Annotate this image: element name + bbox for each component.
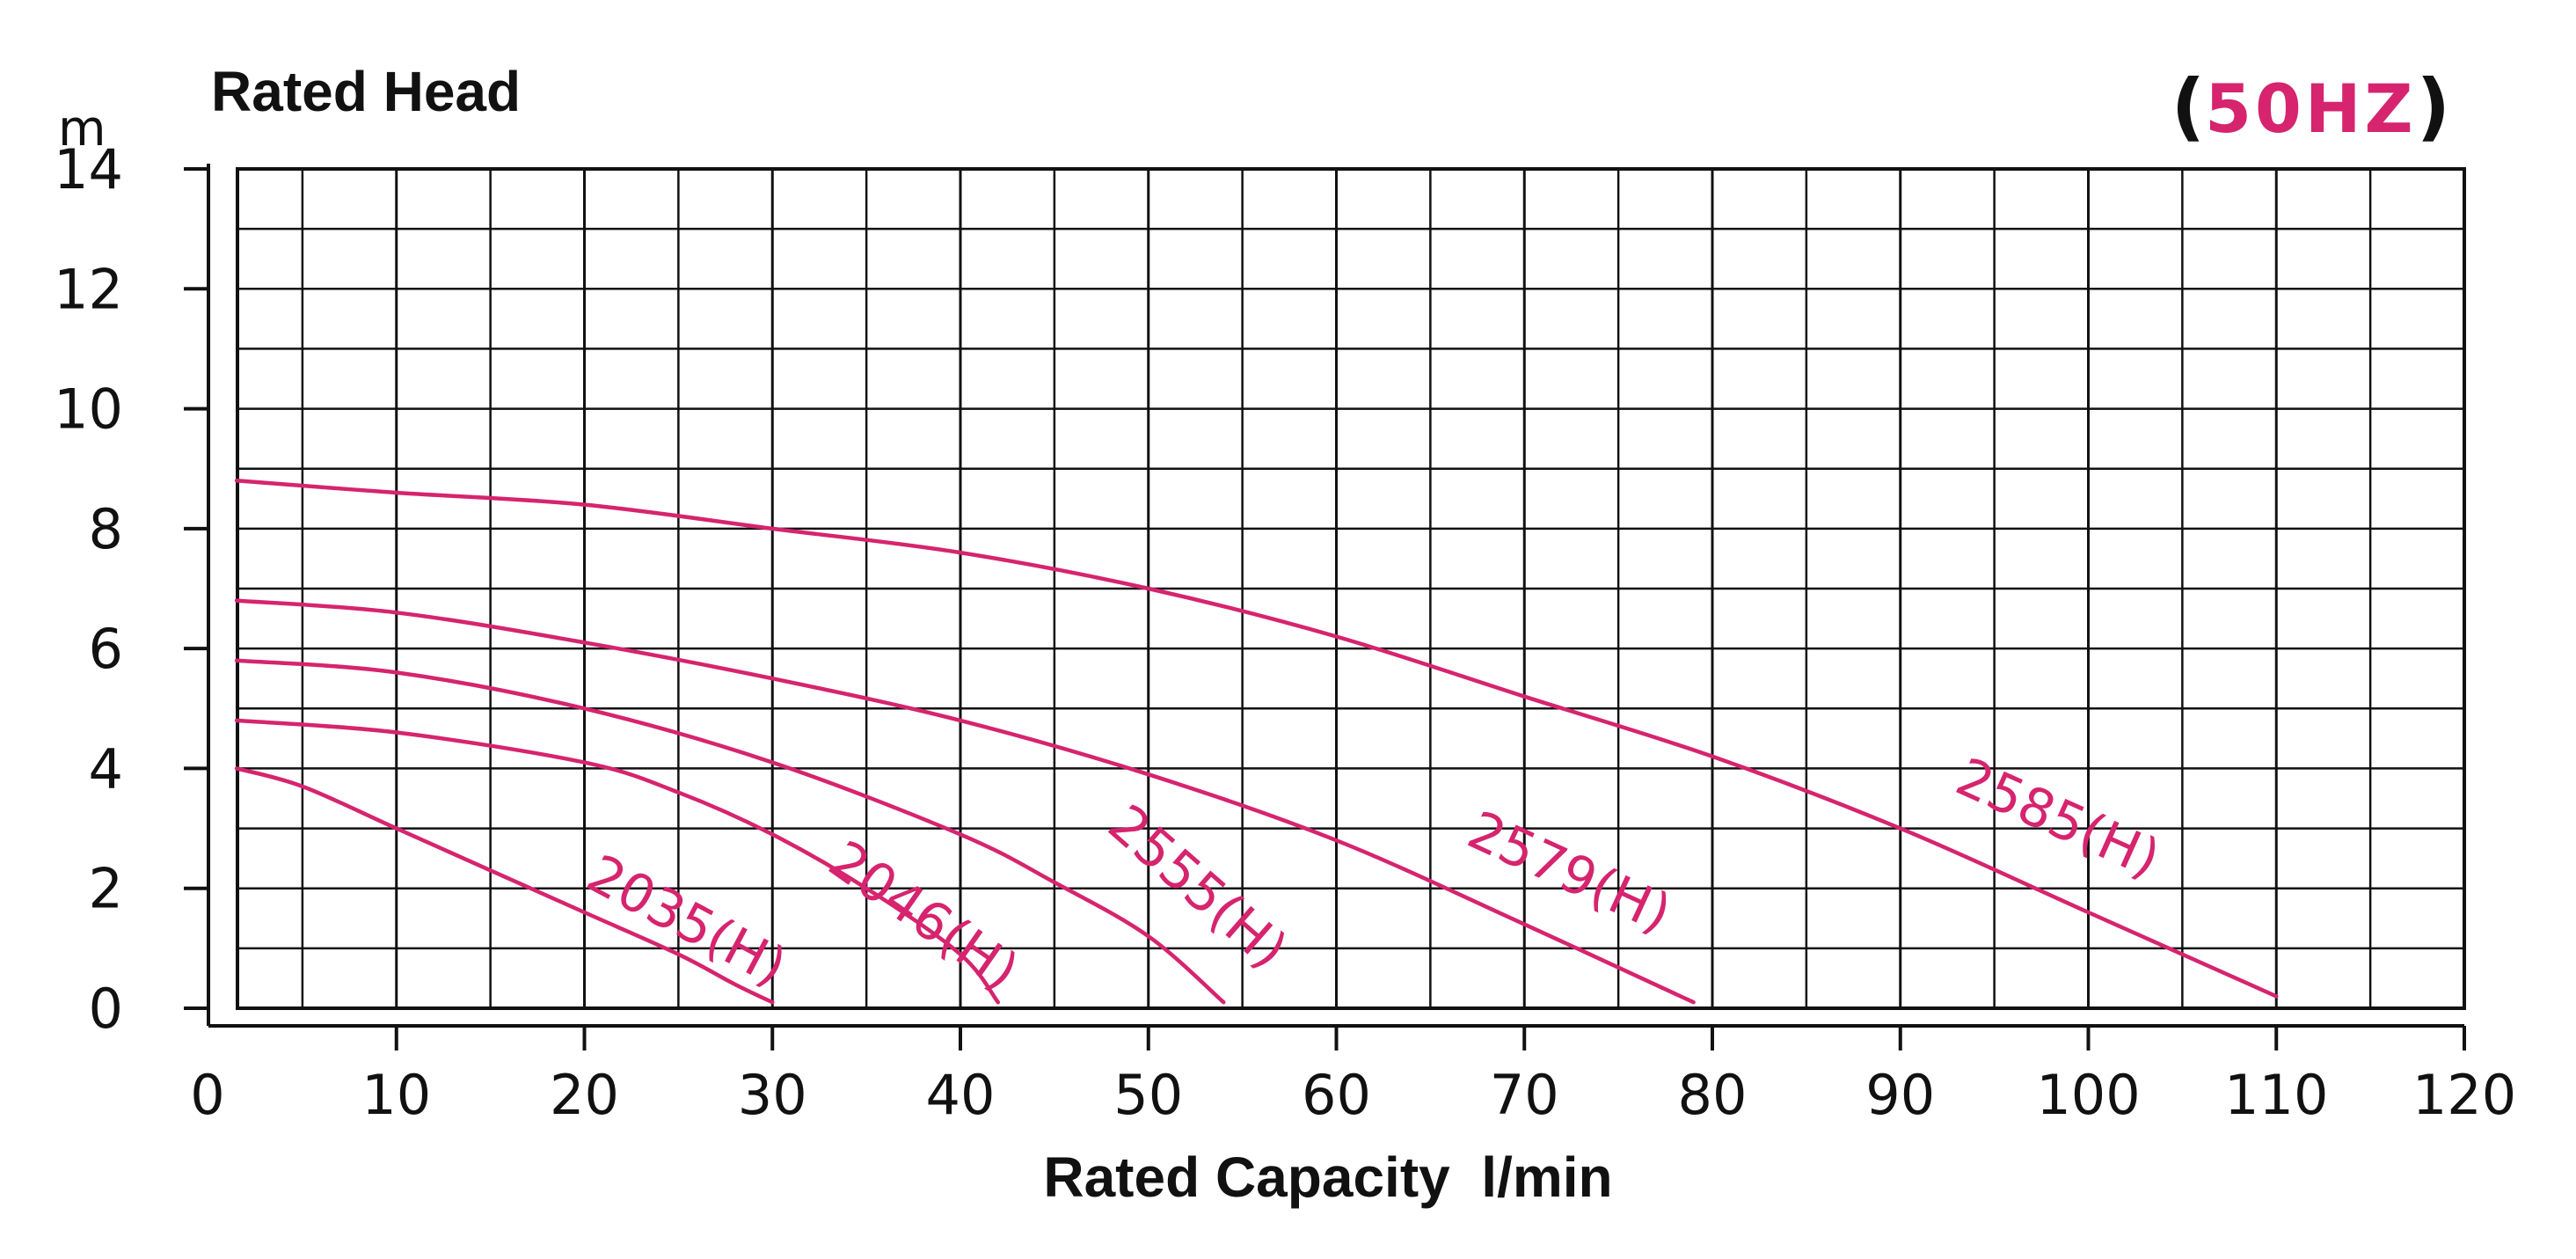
y-tick-label: 0 bbox=[89, 977, 123, 1041]
x-tick-label: 20 bbox=[550, 1063, 619, 1127]
frequency-annotation: (50HZ) bbox=[2171, 63, 2450, 150]
x-tick-label: 120 bbox=[2412, 1063, 2516, 1127]
x-tick-label: 10 bbox=[361, 1063, 431, 1127]
frequency-label: 50HZ bbox=[2205, 70, 2416, 148]
x-tick-label: 40 bbox=[926, 1063, 996, 1127]
x-axis-ticks: 0 10 20 30 40 50 60 70 80 90 100 110 120 bbox=[190, 1026, 2516, 1127]
x-tick-label: 100 bbox=[2036, 1063, 2140, 1127]
y-tick-label: 8 bbox=[89, 497, 123, 561]
y-axis-unit: m bbox=[58, 100, 106, 157]
y-tick-label: 6 bbox=[89, 617, 123, 681]
y-axis-ticks: 0 2 4 6 8 10 12 14 bbox=[54, 137, 208, 1041]
x-tick-label: 50 bbox=[1113, 1063, 1183, 1127]
plot-series bbox=[234, 479, 2279, 1005]
y-tick-label: 2 bbox=[89, 857, 123, 921]
series-curve-2579h bbox=[234, 598, 1696, 1005]
y-tick-label: 14 bbox=[54, 137, 123, 201]
plot-grid bbox=[236, 167, 2466, 1010]
x-tick-label: 60 bbox=[1302, 1063, 1371, 1127]
x-tick-label: 70 bbox=[1490, 1063, 1559, 1127]
series-curve-2585h bbox=[234, 479, 2279, 999]
x-tick-label: 90 bbox=[1865, 1063, 1935, 1127]
x-tick-label: 0 bbox=[190, 1063, 224, 1127]
frequency-paren-open: ( bbox=[2171, 63, 2205, 150]
grid-border bbox=[236, 167, 2466, 1010]
series-curve-2035h bbox=[234, 766, 775, 1005]
x-axis-title: Rated Capacity l/min bbox=[1043, 1146, 1612, 1209]
series-curve-2555h bbox=[234, 658, 1226, 1005]
y-axis-title: Rated Head bbox=[211, 60, 521, 123]
x-tick-label: 110 bbox=[2224, 1063, 2328, 1127]
frequency-paren-close: ) bbox=[2417, 63, 2450, 150]
y-tick-label: 12 bbox=[54, 257, 123, 321]
series-curve-2046h bbox=[234, 718, 1001, 1005]
y-tick-label: 4 bbox=[89, 736, 123, 801]
y-tick-label: 10 bbox=[54, 377, 123, 442]
x-tick-label: 30 bbox=[738, 1063, 807, 1127]
x-tick-label: 80 bbox=[1678, 1063, 1748, 1127]
